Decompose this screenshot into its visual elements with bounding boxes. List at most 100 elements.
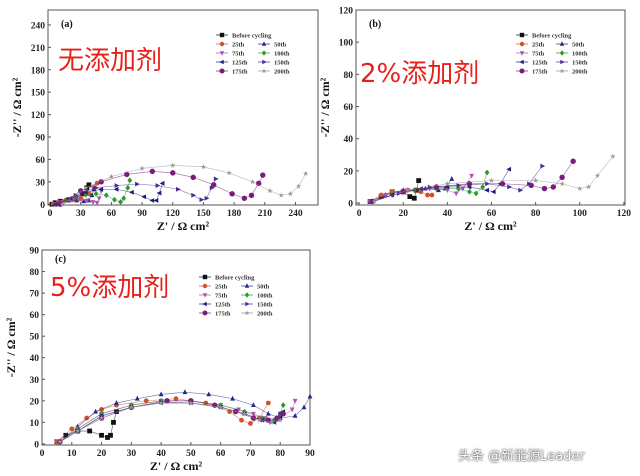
series-200th — [57, 399, 284, 445]
legend-marker — [519, 32, 525, 38]
x-tick-label: 50 — [186, 449, 196, 459]
data-point — [169, 162, 176, 168]
chart-panel-b: 0 20 40 60 80 100 120 0 20 40 60 80 100 120 Z' / Ω cm²… — [318, 7, 631, 234]
y-axis-label: -Z'' / Ω cm² — [4, 317, 18, 377]
y-tick-label: 40 — [344, 135, 354, 145]
legend-label: 175th — [215, 310, 231, 317]
data-point — [396, 191, 402, 196]
data-point — [149, 198, 155, 203]
x-tick-label: 60 — [216, 449, 226, 459]
legend-label: 25th — [215, 283, 228, 290]
data-point — [128, 404, 135, 410]
legend-marker — [261, 41, 267, 46]
legend-marker — [202, 310, 208, 316]
x-axis-label: Z' / Ω cm² — [157, 219, 210, 233]
y-axis-label: -Z'' / Ω cm² — [318, 77, 332, 137]
data-point — [57, 438, 63, 445]
data-point — [444, 188, 450, 194]
series-line — [58, 178, 217, 205]
overlay-label-a: 无添加剂 — [58, 46, 163, 76]
x-axis-label: Z' / Ω cm² — [150, 459, 203, 473]
data-point — [280, 411, 286, 417]
data-point — [425, 192, 430, 198]
legend-label: 75th — [215, 292, 228, 299]
panel-label: (c) — [55, 254, 66, 265]
data-point — [507, 184, 513, 190]
data-point — [249, 178, 256, 185]
data-point — [143, 398, 149, 404]
legend-marker — [262, 59, 267, 65]
data-point — [250, 415, 257, 421]
data-point — [265, 410, 271, 416]
data-point — [594, 172, 601, 179]
series-50th — [57, 389, 313, 444]
data-point — [86, 182, 92, 188]
data-point — [99, 410, 104, 417]
data-point — [103, 192, 109, 199]
data-point — [206, 391, 212, 397]
data-point — [105, 435, 110, 440]
data-point — [241, 195, 248, 201]
legend-label: 175th — [532, 68, 548, 75]
y-tick-label: 0 — [348, 200, 353, 210]
legend-marker — [244, 310, 250, 316]
data-point — [371, 198, 378, 204]
data-point — [576, 185, 583, 192]
legend-label: 125th — [232, 59, 248, 66]
y-tick-label: 40 — [30, 354, 40, 364]
x-tick-label: 90 — [305, 449, 315, 459]
legend-label: 100th — [257, 292, 273, 299]
x-tick-label: 100 — [573, 209, 588, 219]
x-tick-label: 40 — [156, 449, 166, 459]
series-125th — [369, 166, 512, 204]
data-point — [159, 180, 165, 186]
legend-marker — [244, 283, 250, 288]
legend-label: 125th — [532, 59, 548, 66]
data-point — [277, 417, 284, 423]
data-point — [156, 190, 162, 196]
data-point — [94, 200, 100, 206]
x-tick-label: 70 — [246, 449, 256, 459]
legend-marker — [244, 292, 250, 298]
data-point — [480, 184, 486, 190]
legend-marker — [219, 32, 225, 38]
series-175th — [369, 158, 576, 205]
y-tick-label: 50 — [30, 333, 40, 343]
legend-marker — [202, 293, 208, 298]
data-point — [460, 186, 466, 192]
data-point — [292, 398, 298, 404]
data-point — [251, 411, 256, 417]
x-tick-label: 150 — [196, 209, 211, 219]
data-point — [210, 182, 217, 188]
series-line — [59, 401, 281, 443]
x-tick-label: 30 — [127, 449, 137, 459]
data-point — [411, 195, 417, 201]
legend-label: 50th — [257, 283, 270, 290]
x-tick-label: 180 — [227, 209, 242, 219]
legend-label: 25th — [232, 41, 245, 48]
series-125th — [53, 180, 165, 207]
data-point — [59, 201, 66, 207]
legend-label: 75th — [532, 50, 545, 57]
data-point — [112, 196, 117, 203]
data-point — [292, 413, 298, 418]
data-point — [99, 432, 104, 438]
data-point — [69, 426, 75, 432]
x-tick-label: 40 — [443, 209, 453, 219]
data-point — [268, 419, 275, 425]
data-point — [251, 402, 256, 408]
data-point — [114, 400, 119, 405]
data-point — [256, 417, 263, 423]
plot-frame — [41, 249, 311, 446]
data-point — [541, 185, 548, 192]
data-point — [280, 402, 286, 409]
legend-marker — [202, 283, 208, 289]
series-25th — [54, 396, 271, 445]
data-point — [404, 187, 411, 193]
legend-label: 100th — [572, 50, 588, 57]
data-point — [213, 176, 219, 182]
data-point — [127, 177, 133, 184]
x-tick-label: 90 — [137, 209, 147, 219]
legend-label: 200th — [257, 310, 273, 317]
data-point — [141, 194, 147, 200]
